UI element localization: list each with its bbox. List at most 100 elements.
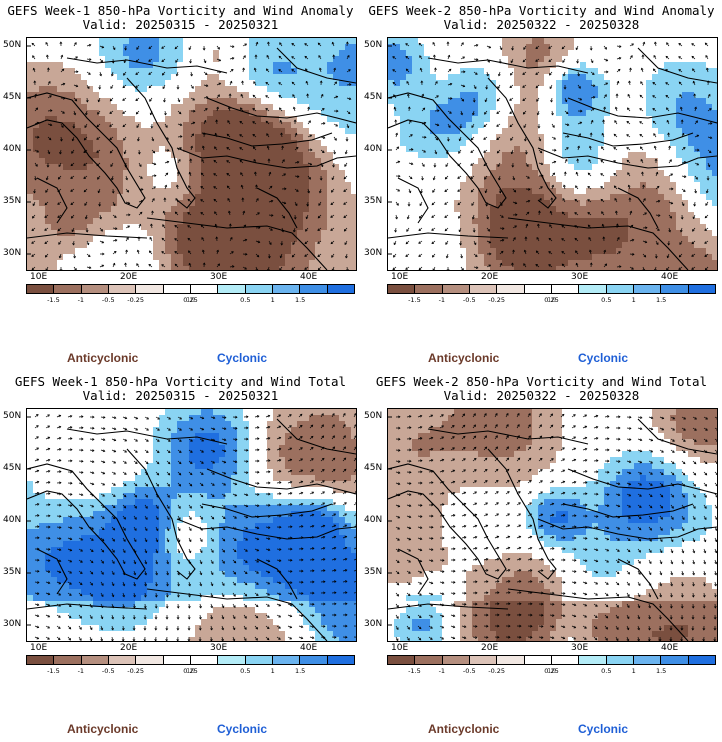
lon-tick-label: 10E — [391, 643, 409, 653]
map-panel-p1: GEFS Week-1 850-hPa Vorticity and Wind A… — [0, 0, 361, 371]
lon-tick-label: 40E — [300, 643, 318, 653]
panel-title: GEFS Week-1 850-hPa Vorticity and Wind T… — [14, 374, 347, 389]
vorticity-field — [27, 409, 356, 641]
lat-tick-label: 35N — [3, 567, 22, 577]
anticyclonic-label: Anticyclonic — [428, 722, 500, 736]
panel-valid-dates: Valid: 20250322 - 20250328 — [443, 388, 640, 403]
lon-tick-label: 10E — [30, 643, 48, 653]
lon-tick-label: 20E — [120, 643, 138, 653]
panel-valid-dates: Valid: 20250315 - 20250321 — [82, 17, 279, 32]
colorbar-label: -0.5 — [462, 296, 476, 304]
lat-tick-label: 50N — [3, 411, 22, 421]
cyclonic-label: Cyclonic — [217, 722, 268, 736]
colorbar-swatch — [245, 285, 273, 293]
colorbar-swatch — [551, 656, 580, 664]
colorbar-swatch — [27, 285, 55, 293]
colorbar-swatch — [108, 656, 137, 664]
colorbar-label: -1 — [438, 296, 446, 304]
colorbar-swatch — [108, 285, 137, 293]
colorbar-swatch — [218, 285, 246, 293]
lat-tick-label: 50N — [364, 411, 383, 421]
colorbar-label: 0.5 — [601, 296, 612, 304]
panel-valid-dates: Valid: 20250315 - 20250321 — [82, 388, 279, 403]
cyclonic-label: Cyclonic — [578, 722, 629, 736]
colorbar-swatch — [442, 656, 470, 664]
colorbar-label: 1.5 — [655, 296, 667, 304]
colorbar-unit: 10 — [547, 667, 556, 675]
lat-tick-label: 45N — [3, 92, 22, 102]
vorticity-map — [26, 408, 357, 642]
anticyclonic-label: Anticyclonic — [67, 722, 139, 736]
colorbar-swatch — [497, 656, 525, 664]
lat-tick-label: 35N — [364, 567, 383, 577]
colorbar-swatch — [190, 656, 219, 664]
colorbar-swatch — [415, 656, 443, 664]
colorbar-label: -0.25 — [488, 667, 506, 675]
colorbar-label: -1.5 — [47, 296, 60, 304]
lon-tick-label: 30E — [571, 643, 589, 653]
colorbar-swatch — [606, 656, 634, 664]
lat-tick-label: 30N — [364, 248, 383, 258]
colorbar-label: 1 — [270, 296, 275, 304]
colorbar-swatch — [300, 285, 328, 293]
colorbar-swatch — [688, 656, 715, 664]
vorticity-field — [27, 38, 356, 270]
lat-tick-label: 30N — [3, 248, 22, 258]
colorbar-swatch — [551, 285, 580, 293]
colorbar-label: 1.5 — [294, 296, 306, 304]
lon-tick-label: 20E — [481, 643, 499, 653]
colorbar-unit: 10 — [186, 296, 195, 304]
colorbar-swatch — [661, 656, 689, 664]
colorbar-swatch — [415, 285, 443, 293]
cyclonic-label: Cyclonic — [217, 351, 268, 365]
map-panel-p2: GEFS Week-2 850-hPa Vorticity and Wind A… — [361, 0, 722, 371]
lat-tick-label: 40N — [364, 515, 383, 525]
lat-tick-label: 50N — [364, 40, 383, 50]
colorbar-swatch — [633, 285, 662, 293]
colorbar-unit: 10 — [186, 667, 195, 675]
colorbar — [26, 655, 355, 665]
colorbar-swatch — [190, 285, 219, 293]
colorbar-swatch — [163, 656, 191, 664]
colorbar-label: -0.25 — [488, 296, 506, 304]
lat-tick-label: 40N — [364, 144, 383, 154]
colorbar-label: -1 — [77, 296, 85, 304]
colorbar-swatch — [633, 656, 662, 664]
lat-tick-label: 35N — [3, 196, 22, 206]
panel-title: GEFS Week-1 850-hPa Vorticity and Wind A… — [7, 3, 354, 18]
colorbar-label: -0.25 — [127, 296, 145, 304]
colorbar-swatch — [81, 656, 109, 664]
colorbar-label: -1 — [438, 667, 446, 675]
lon-tick-label: 10E — [30, 272, 48, 282]
colorbar-swatch — [469, 285, 498, 293]
colorbar-label: 0.25 — [183, 667, 198, 675]
colorbar-label: 1.5 — [294, 667, 306, 675]
lat-tick-label: 30N — [3, 619, 22, 629]
colorbar-swatch — [442, 285, 470, 293]
colorbar — [387, 655, 716, 665]
colorbar-swatch — [218, 656, 246, 664]
lat-tick-label: 35N — [364, 196, 383, 206]
colorbar-label: 0.5 — [601, 667, 612, 675]
colorbar-swatch — [579, 656, 607, 664]
colorbar-swatch — [606, 285, 634, 293]
lon-tick-label: 30E — [210, 643, 228, 653]
colorbar-label: 0.5 — [240, 667, 251, 675]
colorbar-unit: 10 — [547, 296, 556, 304]
lat-tick-label: 45N — [364, 92, 383, 102]
colorbar-swatch — [327, 285, 354, 293]
colorbar-swatch — [27, 656, 55, 664]
lon-tick-label: 40E — [300, 272, 318, 282]
lat-tick-label: 50N — [3, 40, 22, 50]
vorticity-map — [26, 37, 357, 271]
panel-title: GEFS Week-2 850-hPa Vorticity and Wind T… — [375, 374, 708, 389]
colorbar-swatch — [388, 285, 416, 293]
lat-tick-label: 30N — [364, 619, 383, 629]
panel-valid-dates: Valid: 20250322 - 20250328 — [443, 17, 640, 32]
colorbar-swatch — [136, 656, 164, 664]
lon-tick-label: 40E — [661, 643, 679, 653]
colorbar-swatch — [300, 656, 328, 664]
colorbar-swatch — [245, 656, 273, 664]
vorticity-map — [387, 37, 718, 271]
colorbar-swatch — [272, 285, 301, 293]
